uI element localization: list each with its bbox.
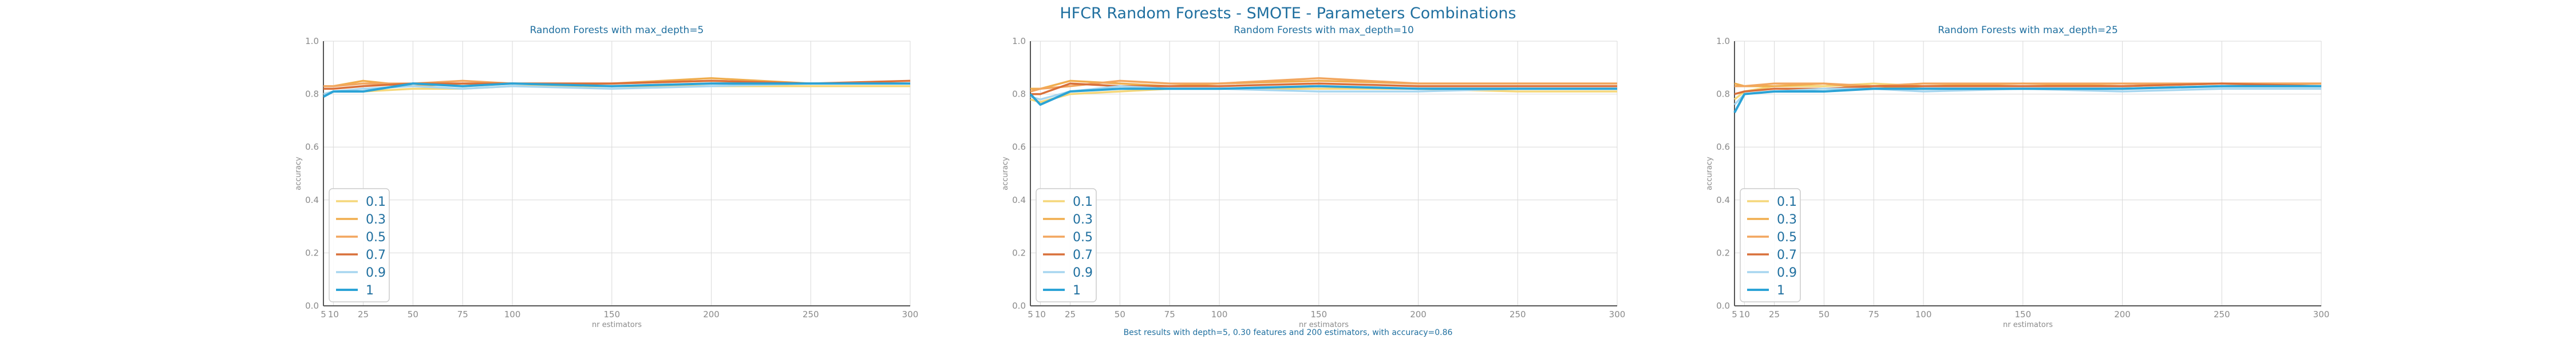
x-tick-label: 10 [1035, 309, 1046, 320]
series-line-0-9 [323, 82, 910, 95]
y-tick-label: 0.8 [1012, 89, 1026, 99]
legend-label: 1 [1777, 284, 1785, 298]
x-tick-label: 75 [1164, 309, 1175, 320]
x-tick-label: 25 [1065, 309, 1076, 320]
legend: 0.1 0.3 0.5 0.7 0.9 1 [329, 188, 390, 302]
y-tick-label: 0.6 [1012, 142, 1026, 152]
legend-label: 0.9 [1073, 266, 1093, 280]
legend-frame [329, 188, 390, 302]
series-line-1 [1029, 85, 1617, 106]
legend-label: 0.5 [1073, 230, 1093, 245]
y-axis-label: accuracy [1705, 157, 1714, 190]
subplot-title: Random Forests with max_depth=5 [530, 25, 704, 36]
y-axis-label: accuracy [294, 157, 303, 190]
y-tick-label: 0.4 [1716, 195, 1730, 205]
x-tick-label: 100 [504, 309, 521, 320]
x-tick-label: 75 [457, 309, 468, 320]
series-line-0-1 [323, 85, 910, 95]
series-line-1 [1733, 85, 2321, 113]
x-tick-label: 200 [703, 309, 720, 320]
series-line-0-7 [323, 79, 911, 90]
subplot-1: 5 10 25 50 75 100 150 200 250 300 0.0 0.2 0.4 0.6 0.8 1… [294, 25, 918, 329]
legend-label: 0.3 [366, 213, 386, 227]
y-tick-label: 0.2 [1012, 248, 1026, 258]
x-tick-label: 250 [1510, 309, 1526, 320]
x-tick-label: 50 [1115, 309, 1125, 320]
x-tick-label: 10 [1739, 309, 1750, 320]
legend: 0.1 0.3 0.5 0.7 0.9 1 [1036, 188, 1097, 302]
legend-frame [1740, 188, 1801, 302]
x-axis-label: nr estimators [1299, 321, 1349, 329]
x-tick-label: 5 [1732, 309, 1737, 320]
legend-label: 0.9 [366, 266, 386, 280]
y-tick-label: 1.0 [305, 36, 319, 46]
legend-label: 1 [366, 284, 374, 298]
x-tick-label: 150 [2014, 309, 2031, 320]
legend-label: 0.7 [1073, 248, 1093, 262]
y-tick-label: 0.6 [305, 142, 319, 152]
series-line-0-7 [1030, 82, 1617, 95]
x-tick-label: 250 [803, 309, 819, 320]
y-tick-label: 0.8 [305, 89, 319, 99]
y-tick-label: 1.0 [1716, 36, 1730, 46]
y-tick-label: 0.4 [305, 195, 319, 205]
legend-label: 0.7 [366, 248, 386, 262]
x-tick-label: 200 [1410, 309, 1427, 320]
legend-label: 0.3 [1073, 213, 1093, 227]
series-line-1 [323, 82, 910, 98]
x-tick-label: 100 [1211, 309, 1228, 320]
x-tick-label: 300 [2313, 309, 2330, 320]
x-tick-label: 25 [1769, 309, 1780, 320]
x-tick-label: 5 [1028, 309, 1033, 320]
subplot-2: 5 10 25 50 75 100 150 200 250 300 0.0 0.2 0.4 0.6 0.8 1… [1001, 25, 1625, 329]
x-tick-label: 5 [321, 309, 326, 320]
figure-title: HFCR Random Forests - SMOTE - Parameters… [1060, 5, 1516, 22]
legend-label: 0.3 [1777, 213, 1797, 227]
subplot-title: Random Forests with max_depth=25 [1938, 25, 2118, 36]
y-tick-label: 0.2 [1716, 248, 1730, 258]
x-tick-label: 300 [1609, 309, 1626, 320]
x-tick-label: 300 [902, 309, 919, 320]
best-result-caption: Best results with depth=5, 0.30 features… [1124, 328, 1453, 337]
legend-label: 0.5 [1777, 230, 1797, 245]
x-tick-label: 10 [328, 309, 339, 320]
x-tick-label: 200 [2114, 309, 2131, 320]
x-tick-label: 150 [603, 309, 620, 320]
y-tick-label: 0.2 [305, 248, 319, 258]
y-tick-label: 0.6 [1716, 142, 1730, 152]
x-tick-label: 100 [1915, 309, 1932, 320]
subplot-panels: 5 10 25 50 75 100 150 200 250 3000.00.20.40.60.81… [294, 25, 2329, 329]
x-tick-label: 150 [1310, 309, 1327, 320]
legend-label: 0.1 [366, 195, 386, 209]
legend-frame [1036, 188, 1097, 302]
x-axis-label: nr estimators [2003, 321, 2053, 329]
y-tick-label: 1.0 [1012, 36, 1026, 46]
legend: 0.1 0.3 0.5 0.7 0.9 1 [1740, 188, 1801, 302]
y-tick-label: 0.8 [1716, 89, 1730, 99]
legend-label: 0.7 [1777, 248, 1797, 262]
legend-label: 0.1 [1777, 195, 1797, 209]
y-tick-label: 0.4 [1012, 195, 1026, 205]
subplot-3: 5 10 25 50 75 100 150 200 250 300 0.0 0.2 0.4 0.6 0.8 1… [1705, 25, 2329, 329]
x-tick-label: 75 [1868, 309, 1879, 320]
y-tick-label: 0.0 [305, 301, 319, 311]
x-tick-label: 50 [408, 309, 418, 320]
x-tick-label: 250 [2214, 309, 2230, 320]
series-line-0-5 [1735, 82, 2321, 87]
series-line-0-7 [1734, 82, 2322, 95]
legend-label: 0.5 [366, 230, 386, 245]
series-line-0-3 [1030, 79, 1617, 90]
y-axis-label: accuracy [1001, 157, 1010, 190]
subplot-title: Random Forests with max_depth=10 [1234, 25, 1414, 36]
y-tick-label: 0.0 [1716, 301, 1730, 311]
legend-label: 1 [1073, 284, 1081, 298]
legend-label: 0.1 [1073, 195, 1093, 209]
x-axis-label: nr estimators [592, 321, 642, 329]
x-tick-label: 50 [1819, 309, 1830, 320]
legend-label: 0.9 [1777, 266, 1797, 280]
x-tick-label: 25 [358, 309, 369, 320]
y-tick-label: 0.0 [1012, 301, 1026, 311]
series-line-0-5 [1030, 77, 1617, 93]
